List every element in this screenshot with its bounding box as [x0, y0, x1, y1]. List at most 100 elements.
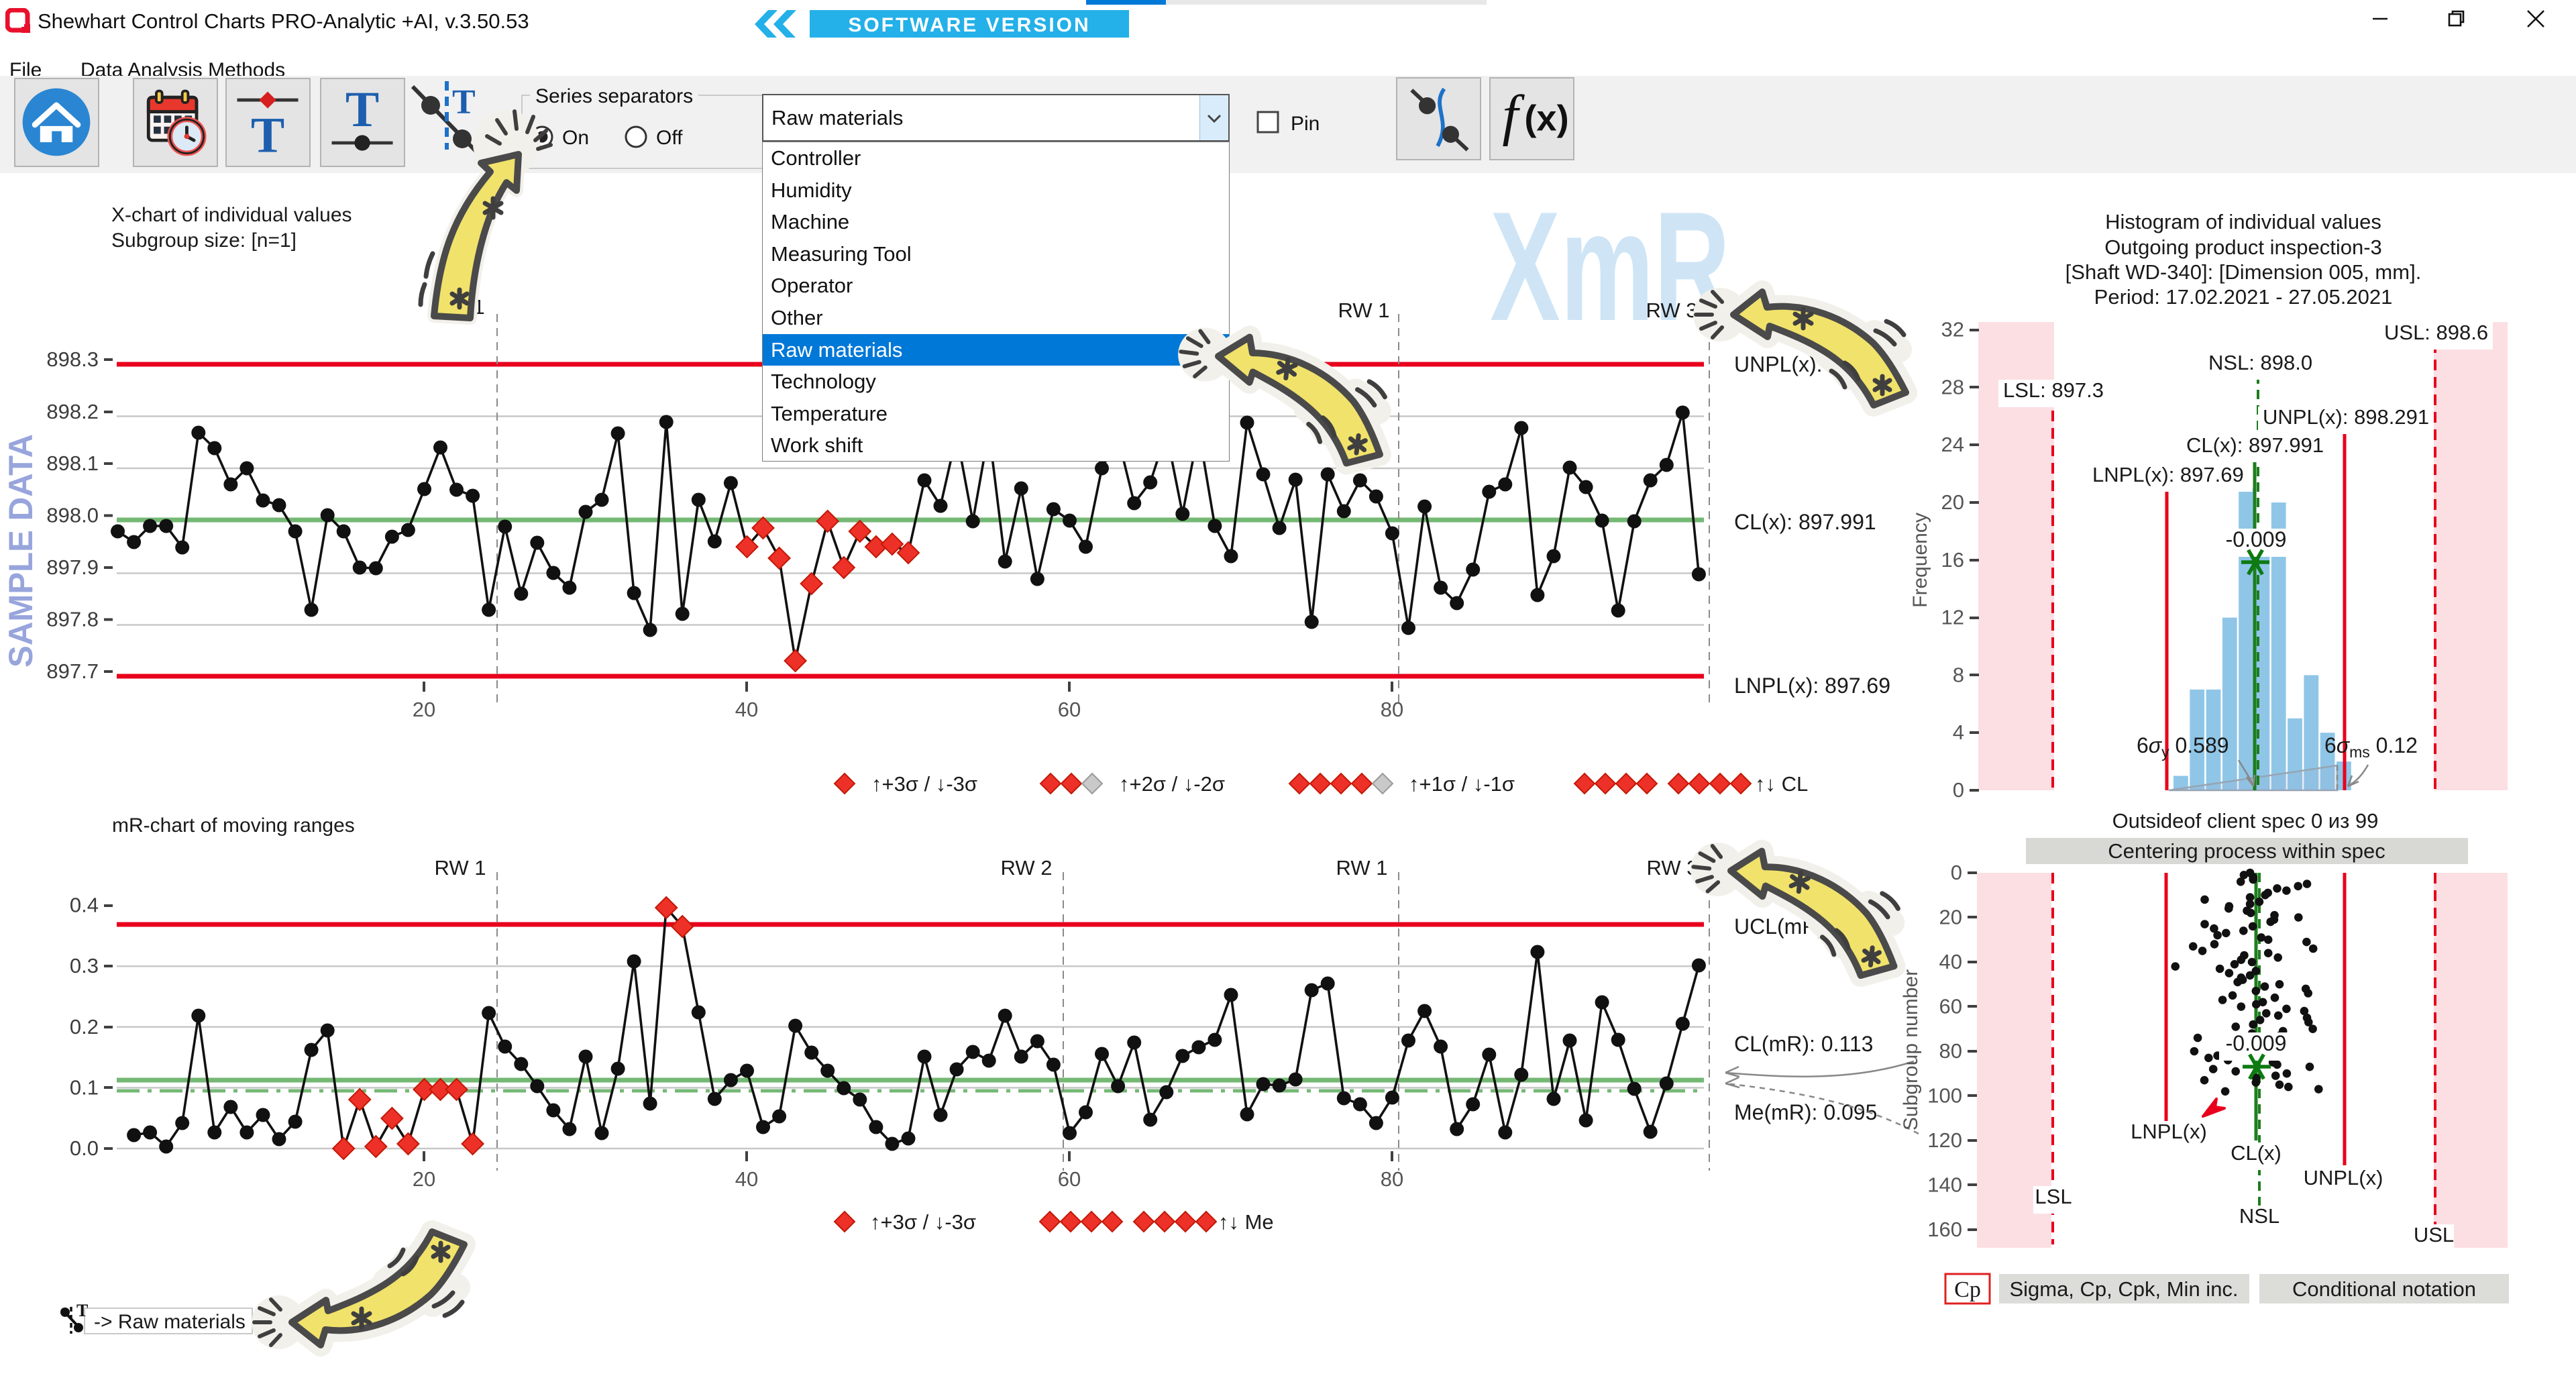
svg-text:Period: 17.02.2021 - 27.05.202: Period: 17.02.2021 - 27.05.2021 [2094, 285, 2393, 309]
svg-text:USL: USL [2414, 1223, 2454, 1246]
svg-text:↑+3σ / ↓-3σ: ↑+3σ / ↓-3σ [870, 1210, 976, 1234]
svg-text:898.2: 898.2 [46, 400, 99, 423]
svg-text:SOFTWARE VERSION: SOFTWARE VERSION [848, 14, 1090, 36]
svg-text:UNPL(x): UNPL(x) [2304, 1166, 2383, 1189]
svg-text:6σy 0.589: 6σy 0.589 [2137, 733, 2229, 761]
svg-text:XmR: XmR [1490, 180, 1730, 354]
svg-text:↑↓ CL: ↑↓ CL [1755, 772, 1808, 796]
svg-text:0.4: 0.4 [70, 894, 99, 917]
svg-text:20: 20 [413, 1167, 435, 1191]
svg-text:CL(x): 897.991: CL(x): 897.991 [2186, 433, 2324, 457]
svg-text:0.1: 0.1 [70, 1075, 99, 1099]
svg-text:LNPL(x): LNPL(x) [2131, 1120, 2207, 1143]
svg-text:SAMPLE DATA: SAMPLE DATA [2, 434, 40, 668]
svg-text:CL(mR): 0.113: CL(mR): 0.113 [1734, 1032, 1873, 1056]
svg-text:100: 100 [1927, 1083, 1962, 1107]
svg-text:↑+2σ / ↓-2σ: ↑+2σ / ↓-2σ [1119, 772, 1225, 796]
svg-text:24: 24 [1941, 433, 1964, 456]
svg-text:897.9: 897.9 [46, 555, 99, 579]
svg-text:RW 3: RW 3 [1647, 856, 1699, 880]
svg-text:898.1: 898.1 [46, 451, 99, 475]
svg-text:T: T [452, 83, 476, 121]
svg-text:Subgroup number: Subgroup number [1900, 969, 1922, 1130]
svg-text:80: 80 [1381, 698, 1403, 721]
svg-text:80: 80 [1381, 1167, 1403, 1191]
svg-text:f: f [1502, 84, 1525, 147]
svg-text:LSL: 897.3: LSL: 897.3 [2003, 378, 2104, 402]
svg-text:↑+1σ / ↓-1σ: ↑+1σ / ↓-1σ [1409, 772, 1515, 796]
svg-text:Outsideof client spec 0 из 99: Outsideof client spec 0 из 99 [2112, 809, 2379, 833]
svg-text:12: 12 [1941, 606, 1964, 629]
svg-text:RW 1: RW 1 [435, 856, 486, 880]
svg-text:T: T [76, 1301, 88, 1320]
svg-text:(x): (x) [1524, 98, 1568, 138]
svg-text:RW 1: RW 1 [1336, 856, 1388, 880]
svg-text:↑↓ Me: ↑↓ Me [1218, 1210, 1274, 1234]
svg-text:RW 1: RW 1 [1338, 299, 1390, 322]
svg-text:LSL: LSL [2035, 1185, 2072, 1208]
svg-text:40: 40 [735, 1167, 758, 1191]
svg-text:0.2: 0.2 [70, 1015, 99, 1039]
svg-text:On: On [562, 127, 589, 149]
svg-text:mR-chart of moving ranges: mR-chart of moving ranges [112, 814, 355, 837]
svg-text:Outgoing product inspection-3: Outgoing product inspection-3 [2104, 235, 2382, 259]
svg-text:0.0: 0.0 [70, 1136, 99, 1160]
svg-text:8: 8 [1953, 663, 1964, 686]
svg-text:140: 140 [1927, 1173, 1962, 1196]
svg-text:0: 0 [1953, 778, 1964, 802]
svg-text:898.3: 898.3 [46, 348, 99, 371]
svg-text:Centering process within spec: Centering process within spec [2108, 839, 2385, 863]
svg-text:16: 16 [1941, 548, 1964, 572]
svg-text:32: 32 [1941, 318, 1964, 341]
svg-text:Me(mR): 0.095: Me(mR): 0.095 [1734, 1100, 1877, 1124]
svg-text:897.8: 897.8 [46, 608, 99, 631]
svg-text:-0.009: -0.009 [2226, 1031, 2287, 1055]
svg-text:NSL: NSL [2239, 1204, 2279, 1228]
svg-text:RW 3: RW 3 [1646, 299, 1698, 322]
svg-text:40: 40 [735, 698, 758, 721]
svg-text:CL(x): 897.991: CL(x): 897.991 [1734, 510, 1876, 534]
svg-text:Frequency: Frequency [1909, 513, 1931, 608]
svg-text:UNPL(x): 898.291: UNPL(x): 898.291 [1734, 352, 1906, 376]
svg-text:6σms 0.12: 6σms 0.12 [2324, 733, 2418, 761]
svg-text:Conditional notation: Conditional notation [2292, 1277, 2476, 1301]
svg-text:Cp: Cp [1954, 1277, 1981, 1302]
svg-text:1: 1 [473, 295, 484, 319]
svg-text:120: 120 [1927, 1128, 1962, 1152]
svg-text:NSL: 898.0: NSL: 898.0 [2208, 351, 2312, 374]
svg-text:160: 160 [1927, 1218, 1962, 1241]
svg-text:RW 2: RW 2 [1001, 856, 1053, 880]
svg-text:60: 60 [1058, 1167, 1081, 1191]
svg-text:UNPL(x): 898.291: UNPL(x): 898.291 [2263, 405, 2429, 429]
svg-text:60: 60 [1058, 698, 1081, 721]
svg-text:-0.009: -0.009 [2226, 527, 2287, 551]
svg-text:T: T [345, 82, 379, 138]
svg-text:Sigma, Cp, Cpk, Min inc.: Sigma, Cp, Cpk, Min inc. [2009, 1277, 2238, 1301]
svg-text:28: 28 [1941, 375, 1964, 398]
svg-text:20: 20 [413, 698, 435, 721]
svg-text:LNPL(x): 897.69: LNPL(x): 897.69 [2092, 463, 2244, 486]
svg-text:Off: Off [656, 127, 683, 149]
svg-text:40: 40 [1939, 950, 1962, 973]
svg-text:897.7: 897.7 [46, 659, 99, 683]
svg-text:Subgroup size: [n=1]: Subgroup size: [n=1] [111, 229, 297, 252]
svg-text:Histogram of individual values: Histogram of individual values [2105, 210, 2381, 233]
svg-text:4: 4 [1953, 721, 1964, 744]
svg-text:0: 0 [1951, 861, 1962, 884]
svg-text:80: 80 [1939, 1039, 1962, 1063]
svg-text:USL: 898.6: USL: 898.6 [2384, 321, 2488, 344]
svg-text:20: 20 [1941, 490, 1964, 514]
svg-text:898.0: 898.0 [46, 504, 99, 527]
svg-text:CL(x): CL(x) [2231, 1141, 2282, 1165]
svg-text:T: T [251, 108, 284, 164]
svg-text:LNPL(x): 897.69: LNPL(x): 897.69 [1734, 674, 1890, 698]
svg-text:Pin: Pin [1291, 113, 1320, 135]
svg-text:-> Raw materials: -> Raw materials [94, 1311, 246, 1333]
svg-text:[Shaft WD-340]: [Dimension 005: [Shaft WD-340]: [Dimension 005, mm]. [2065, 260, 2422, 284]
svg-text:UCL(mR): 0.369: UCL(mR): 0.369 [1734, 914, 1890, 939]
svg-text:20: 20 [1939, 905, 1962, 928]
svg-text:↑+3σ / ↓-3σ: ↑+3σ / ↓-3σ [871, 772, 977, 796]
svg-text:X-chart of individual values: X-chart of individual values [111, 204, 352, 226]
svg-text:0.3: 0.3 [70, 954, 99, 977]
svg-text:60: 60 [1939, 994, 1962, 1018]
